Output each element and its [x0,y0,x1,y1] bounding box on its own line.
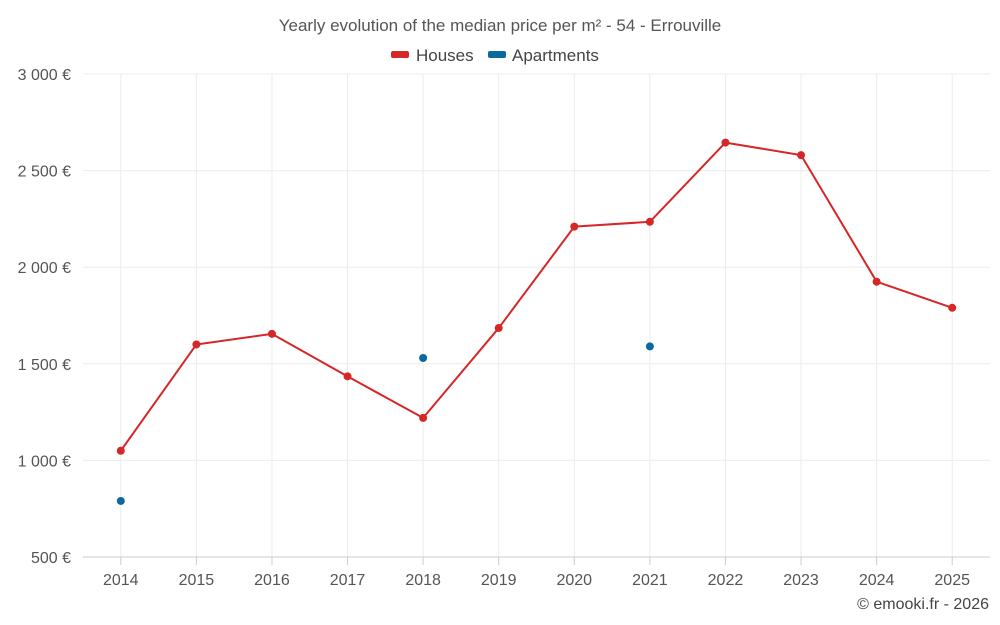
y-tick-label: 3 000 € [18,67,71,84]
x-tick-label: 2022 [708,572,744,589]
chart-title: Yearly evolution of the median price per… [279,16,722,35]
series-apartments [116,342,654,505]
data-point-houses-2024[interactable] [872,277,881,286]
x-tick-label: 2018 [405,572,441,589]
x-tick-label: 2016 [254,572,290,589]
data-point-houses-2015[interactable] [192,340,201,349]
y-tick-label: 500 € [31,550,71,567]
data-point-houses-2022[interactable] [721,138,730,147]
data-point-houses-2025[interactable] [948,303,957,312]
x-tick-label: 2020 [556,572,592,589]
credit: © emooki.fr - 2026 [857,596,989,613]
x-tick-label: 2019 [481,572,517,589]
series-line-houses [119,141,953,452]
legend: Houses Apartments [391,46,599,65]
legend-item-apartments[interactable]: Apartments [488,46,599,65]
data-point-houses-2017[interactable] [343,372,352,381]
y-tick-label: 2 000 € [18,260,71,277]
data-point-houses-2016[interactable] [267,329,276,338]
y-axis: 500 € 1 000 € 1 500 € 2 000 € 2 500 € 3 000 € [18,67,71,567]
x-tick-label: 2023 [783,572,819,589]
grid [83,73,990,557]
legend-swatch-apartments [488,51,506,58]
x-tick-label: 2024 [859,572,895,589]
data-point-houses-2019[interactable] [494,324,503,333]
x-tick-label: 2025 [934,572,970,589]
series-houses [116,138,957,455]
x-tick-label: 2014 [103,572,139,589]
x-tick-label: 2021 [632,572,668,589]
y-tick-label: 1 500 € [18,357,71,374]
data-point-houses-2020[interactable] [570,222,579,231]
data-point-apartments-2018[interactable] [419,354,428,363]
legend-swatch-houses [391,51,409,58]
legend-label-apartments: Apartments [512,46,599,65]
data-point-houses-2018[interactable] [419,413,428,422]
data-point-houses-2023[interactable] [797,151,806,160]
y-tick-label: 2 500 € [18,164,71,181]
series-layer [116,138,957,505]
x-tick-label: 2017 [330,572,366,589]
legend-item-houses[interactable]: Houses [391,46,474,65]
data-point-houses-2014[interactable] [116,446,125,455]
data-point-apartments-2014[interactable] [116,496,125,505]
legend-label-houses: Houses [416,46,474,65]
x-tick-label: 2015 [179,572,215,589]
y-tick-label: 1 000 € [18,453,71,470]
data-point-apartments-2021[interactable] [645,342,654,351]
x-axis: 2014 2015 2016 2017 2018 2019 2020 2021 2022 2023… [83,556,990,589]
data-point-houses-2021[interactable] [645,217,654,226]
